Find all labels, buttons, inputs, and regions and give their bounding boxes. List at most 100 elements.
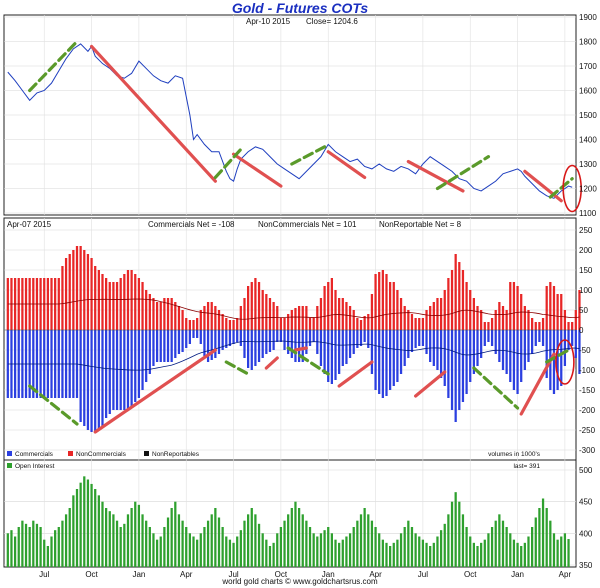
cot-y-tick-label: -300 xyxy=(579,446,596,455)
noncommercials-bar xyxy=(556,294,559,330)
price-grid xyxy=(4,15,576,215)
noncommercials-bar xyxy=(279,318,283,330)
commercials-bar xyxy=(185,330,188,348)
open-interest-bar xyxy=(21,520,24,567)
price-y-tick-label: 1300 xyxy=(579,160,597,169)
cot-red-trendline xyxy=(337,360,374,388)
cot-green-trendline xyxy=(224,360,250,376)
open-interest-bar xyxy=(308,527,312,567)
commercials-bar xyxy=(483,330,486,346)
open-interest-bar xyxy=(323,530,326,567)
noncommercials-bar xyxy=(487,322,490,330)
noncommercials-bar xyxy=(181,310,184,330)
noncommercials-bar xyxy=(272,302,275,330)
open-interest-bar xyxy=(283,520,286,567)
noncommercials-bar xyxy=(356,318,359,330)
open-interest-bar xyxy=(97,495,100,567)
cot-highlight-circle xyxy=(555,339,575,385)
open-interest-bar xyxy=(90,483,93,567)
commercials-bar xyxy=(119,330,122,410)
noncommercials-bar xyxy=(399,298,403,330)
commercials-bar xyxy=(141,330,144,390)
open-interest-bar xyxy=(487,533,490,567)
open-interest-bar xyxy=(119,527,122,567)
noncommercials-bar xyxy=(312,318,315,330)
open-interest-bar xyxy=(454,492,457,567)
noncommercials-bar xyxy=(90,258,93,330)
noncommercials-bar xyxy=(505,310,508,330)
open-interest-bar xyxy=(174,501,177,567)
open-interest-bar xyxy=(476,546,479,567)
commercials-bar xyxy=(363,330,366,342)
open-interest-bar xyxy=(214,508,217,567)
cot-red-trendline xyxy=(264,356,279,370)
commercials-bar xyxy=(516,330,519,394)
noncommercials-bar xyxy=(177,306,181,330)
open-interest-bar xyxy=(549,520,552,567)
open-interest-bar xyxy=(410,527,414,567)
noncommercials-bar xyxy=(166,298,170,330)
x-tick-label: Oct xyxy=(85,570,98,579)
open-interest-bar xyxy=(279,527,283,567)
open-interest-bar xyxy=(399,533,403,567)
open-interest-bar xyxy=(334,539,337,567)
cot-green-trendline xyxy=(545,348,571,364)
commercials-bar xyxy=(399,330,403,374)
cot-green-trendline xyxy=(28,384,79,426)
open-interest-bar xyxy=(101,501,104,567)
noncommercials-bar xyxy=(327,282,330,330)
commercials-bar xyxy=(225,330,228,348)
cot-green-trendline xyxy=(286,346,330,376)
commercials-bar xyxy=(276,330,279,342)
noncommercials-bar xyxy=(490,318,494,330)
commercials-bar xyxy=(374,330,377,390)
open-interest-bar xyxy=(494,520,497,567)
noncommercials-bar xyxy=(294,308,297,330)
commercials-bar xyxy=(480,330,483,358)
commercials-bar xyxy=(243,330,246,358)
open-interest-bar xyxy=(210,514,213,567)
open-interest-bar xyxy=(83,476,86,567)
noncommercials-bar xyxy=(414,318,417,330)
noncommercials-bar xyxy=(392,282,395,330)
noncommercials-bar xyxy=(352,310,355,330)
open-interest-bar xyxy=(505,527,508,567)
open-interest-bar xyxy=(450,501,454,567)
open-interest-bar xyxy=(181,520,184,567)
noncommercials-bar xyxy=(243,298,246,330)
open-interest-bar xyxy=(345,536,348,567)
open-interest-bar xyxy=(563,533,567,567)
commercials-bar xyxy=(155,330,159,362)
open-interest-bar xyxy=(185,527,188,567)
noncommercials-bar xyxy=(196,318,199,330)
commercials-bar xyxy=(137,330,141,398)
commercials-bar xyxy=(170,330,173,362)
commercials-bar xyxy=(454,330,457,422)
legend-commercials-label: Commercials xyxy=(15,451,54,458)
commercials-bar xyxy=(461,330,465,402)
commercials-bar xyxy=(381,330,384,398)
open-interest-bar xyxy=(520,546,523,567)
gold-price-line xyxy=(7,43,573,199)
cot-red-trendline xyxy=(293,346,308,352)
cot-y-tick-label: 0 xyxy=(579,326,584,335)
price-green-trendline xyxy=(213,147,243,180)
price-header-close: Close= 1204.6 xyxy=(306,17,358,26)
commercials-bar xyxy=(254,330,257,366)
commercials-bar xyxy=(236,330,239,342)
commercials-bar xyxy=(410,330,414,352)
open-interest-bar xyxy=(534,517,537,567)
commercials-bar xyxy=(530,330,534,354)
open-interest-bar xyxy=(126,514,130,567)
commercials-bar xyxy=(104,330,108,418)
open-interest-bar xyxy=(465,527,468,567)
noncommercials-bar xyxy=(443,290,446,330)
noncommercials-bar xyxy=(439,298,443,330)
commercials-bar xyxy=(552,330,556,394)
commercials-bar xyxy=(403,330,406,366)
commercials-bar xyxy=(505,330,508,374)
open-interest-bar xyxy=(294,501,297,567)
commercials-bar xyxy=(527,330,530,362)
open-interest-bar xyxy=(538,508,541,567)
open-interest-bar xyxy=(498,514,501,567)
